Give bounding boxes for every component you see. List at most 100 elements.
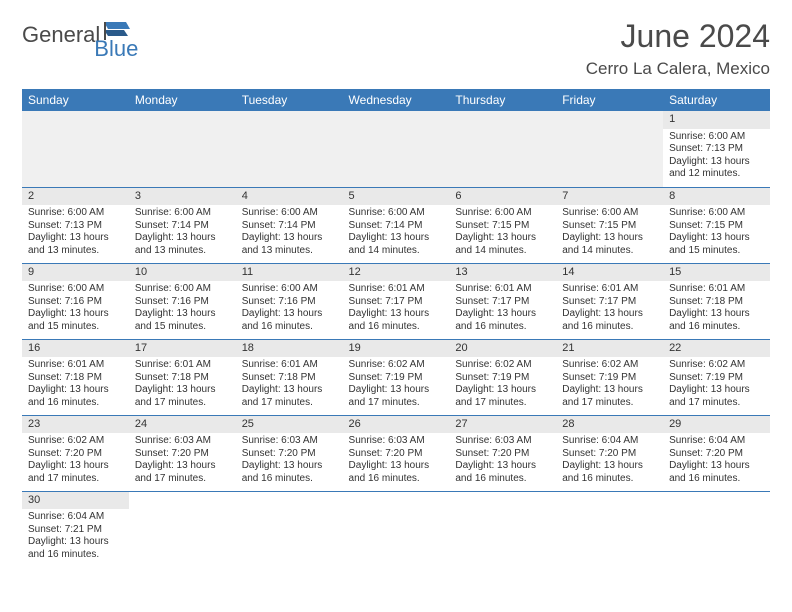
sunset-line: Sunset: 7:19 PM <box>669 372 764 385</box>
sunrise-line: Sunrise: 6:04 AM <box>669 435 764 448</box>
sunrise-line: Sunrise: 6:00 AM <box>349 207 444 220</box>
empty-cell <box>343 491 450 567</box>
sunrise-line: Sunrise: 6:02 AM <box>669 359 764 372</box>
sunrise-line: Sunrise: 6:01 AM <box>242 359 337 372</box>
day-body: Sunrise: 6:02 AMSunset: 7:19 PMDaylight:… <box>343 357 450 413</box>
day-cell: 7Sunrise: 6:00 AMSunset: 7:15 PMDaylight… <box>556 187 663 263</box>
page-title: June 2024 <box>586 18 770 55</box>
empty-cell <box>663 491 770 567</box>
weekday-header: Saturday <box>663 89 770 111</box>
sunrise-line: Sunrise: 6:02 AM <box>455 359 550 372</box>
sunset-line: Sunset: 7:16 PM <box>28 296 123 309</box>
day-cell: 30Sunrise: 6:04 AMSunset: 7:21 PMDayligh… <box>22 491 129 567</box>
empty-cell <box>129 111 236 187</box>
daylight-line: Daylight: 13 hours and 17 minutes. <box>242 384 337 409</box>
sunset-line: Sunset: 7:18 PM <box>669 296 764 309</box>
empty-cell <box>129 491 236 567</box>
daylight-line: Daylight: 13 hours and 16 minutes. <box>562 460 657 485</box>
day-cell: 5Sunrise: 6:00 AMSunset: 7:14 PMDaylight… <box>343 187 450 263</box>
day-cell: 12Sunrise: 6:01 AMSunset: 7:17 PMDayligh… <box>343 263 450 339</box>
daylight-line: Daylight: 13 hours and 17 minutes. <box>135 460 230 485</box>
day-cell: 3Sunrise: 6:00 AMSunset: 7:14 PMDaylight… <box>129 187 236 263</box>
daylight-line: Daylight: 13 hours and 16 minutes. <box>349 460 444 485</box>
day-body: Sunrise: 6:00 AMSunset: 7:15 PMDaylight:… <box>449 205 556 261</box>
daylight-line: Daylight: 13 hours and 13 minutes. <box>135 232 230 257</box>
calendar-header-row: SundayMondayTuesdayWednesdayThursdayFrid… <box>22 89 770 111</box>
header: General Blue June 2024 Cerro La Calera, … <box>22 18 770 79</box>
daylight-line: Daylight: 13 hours and 17 minutes. <box>28 460 123 485</box>
daylight-line: Daylight: 13 hours and 15 minutes. <box>135 308 230 333</box>
day-cell: 11Sunrise: 6:00 AMSunset: 7:16 PMDayligh… <box>236 263 343 339</box>
sunrise-line: Sunrise: 6:01 AM <box>562 283 657 296</box>
sunset-line: Sunset: 7:18 PM <box>135 372 230 385</box>
day-number: 17 <box>129 340 236 358</box>
daylight-line: Daylight: 13 hours and 13 minutes. <box>28 232 123 257</box>
day-cell: 8Sunrise: 6:00 AMSunset: 7:15 PMDaylight… <box>663 187 770 263</box>
daylight-line: Daylight: 13 hours and 16 minutes. <box>28 384 123 409</box>
daylight-line: Daylight: 13 hours and 15 minutes. <box>669 232 764 257</box>
sunrise-line: Sunrise: 6:00 AM <box>562 207 657 220</box>
day-body: Sunrise: 6:01 AMSunset: 7:18 PMDaylight:… <box>129 357 236 413</box>
day-cell: 10Sunrise: 6:00 AMSunset: 7:16 PMDayligh… <box>129 263 236 339</box>
day-body: Sunrise: 6:00 AMSunset: 7:13 PMDaylight:… <box>22 205 129 261</box>
day-body: Sunrise: 6:04 AMSunset: 7:21 PMDaylight:… <box>22 509 129 565</box>
sunrise-line: Sunrise: 6:00 AM <box>669 207 764 220</box>
daylight-line: Daylight: 13 hours and 16 minutes. <box>28 536 123 561</box>
day-number: 26 <box>343 416 450 434</box>
day-cell: 22Sunrise: 6:02 AMSunset: 7:19 PMDayligh… <box>663 339 770 415</box>
day-number: 25 <box>236 416 343 434</box>
sunset-line: Sunset: 7:20 PM <box>349 448 444 461</box>
sunrise-line: Sunrise: 6:00 AM <box>28 283 123 296</box>
daylight-line: Daylight: 13 hours and 17 minutes. <box>349 384 444 409</box>
sunset-line: Sunset: 7:14 PM <box>135 220 230 233</box>
empty-cell <box>343 111 450 187</box>
day-number: 28 <box>556 416 663 434</box>
sunset-line: Sunset: 7:17 PM <box>455 296 550 309</box>
sunset-line: Sunset: 7:15 PM <box>455 220 550 233</box>
daylight-line: Daylight: 13 hours and 17 minutes. <box>562 384 657 409</box>
sunset-line: Sunset: 7:14 PM <box>242 220 337 233</box>
daylight-line: Daylight: 13 hours and 17 minutes. <box>135 384 230 409</box>
day-number: 11 <box>236 264 343 282</box>
day-cell: 17Sunrise: 6:01 AMSunset: 7:18 PMDayligh… <box>129 339 236 415</box>
day-number: 13 <box>449 264 556 282</box>
day-body: Sunrise: 6:01 AMSunset: 7:17 PMDaylight:… <box>556 281 663 337</box>
sunset-line: Sunset: 7:20 PM <box>28 448 123 461</box>
day-cell: 13Sunrise: 6:01 AMSunset: 7:17 PMDayligh… <box>449 263 556 339</box>
empty-cell <box>449 111 556 187</box>
day-number: 5 <box>343 188 450 206</box>
daylight-line: Daylight: 13 hours and 14 minutes. <box>349 232 444 257</box>
title-block: June 2024 Cerro La Calera, Mexico <box>586 18 770 79</box>
day-number: 24 <box>129 416 236 434</box>
sunset-line: Sunset: 7:20 PM <box>669 448 764 461</box>
day-body: Sunrise: 6:03 AMSunset: 7:20 PMDaylight:… <box>236 433 343 489</box>
daylight-line: Daylight: 13 hours and 16 minutes. <box>349 308 444 333</box>
day-cell: 1Sunrise: 6:00 AMSunset: 7:13 PMDaylight… <box>663 111 770 187</box>
sunrise-line: Sunrise: 6:03 AM <box>242 435 337 448</box>
day-number: 6 <box>449 188 556 206</box>
sunset-line: Sunset: 7:16 PM <box>242 296 337 309</box>
day-number: 23 <box>22 416 129 434</box>
calendar-table: SundayMondayTuesdayWednesdayThursdayFrid… <box>22 89 770 567</box>
sunset-line: Sunset: 7:21 PM <box>28 524 123 537</box>
day-cell: 24Sunrise: 6:03 AMSunset: 7:20 PMDayligh… <box>129 415 236 491</box>
daylight-line: Daylight: 13 hours and 14 minutes. <box>562 232 657 257</box>
daylight-line: Daylight: 13 hours and 16 minutes. <box>455 308 550 333</box>
day-number: 12 <box>343 264 450 282</box>
sunset-line: Sunset: 7:18 PM <box>242 372 337 385</box>
day-body: Sunrise: 6:00 AMSunset: 7:14 PMDaylight:… <box>129 205 236 261</box>
day-body: Sunrise: 6:00 AMSunset: 7:16 PMDaylight:… <box>236 281 343 337</box>
empty-cell <box>556 111 663 187</box>
daylight-line: Daylight: 13 hours and 16 minutes. <box>242 308 337 333</box>
sunset-line: Sunset: 7:17 PM <box>349 296 444 309</box>
daylight-line: Daylight: 13 hours and 15 minutes. <box>28 308 123 333</box>
sunset-line: Sunset: 7:13 PM <box>669 143 764 156</box>
day-cell: 20Sunrise: 6:02 AMSunset: 7:19 PMDayligh… <box>449 339 556 415</box>
sunrise-line: Sunrise: 6:02 AM <box>349 359 444 372</box>
day-number: 3 <box>129 188 236 206</box>
day-body: Sunrise: 6:02 AMSunset: 7:20 PMDaylight:… <box>22 433 129 489</box>
day-cell: 9Sunrise: 6:00 AMSunset: 7:16 PMDaylight… <box>22 263 129 339</box>
weekday-header: Wednesday <box>343 89 450 111</box>
day-body: Sunrise: 6:03 AMSunset: 7:20 PMDaylight:… <box>449 433 556 489</box>
day-body: Sunrise: 6:01 AMSunset: 7:17 PMDaylight:… <box>449 281 556 337</box>
